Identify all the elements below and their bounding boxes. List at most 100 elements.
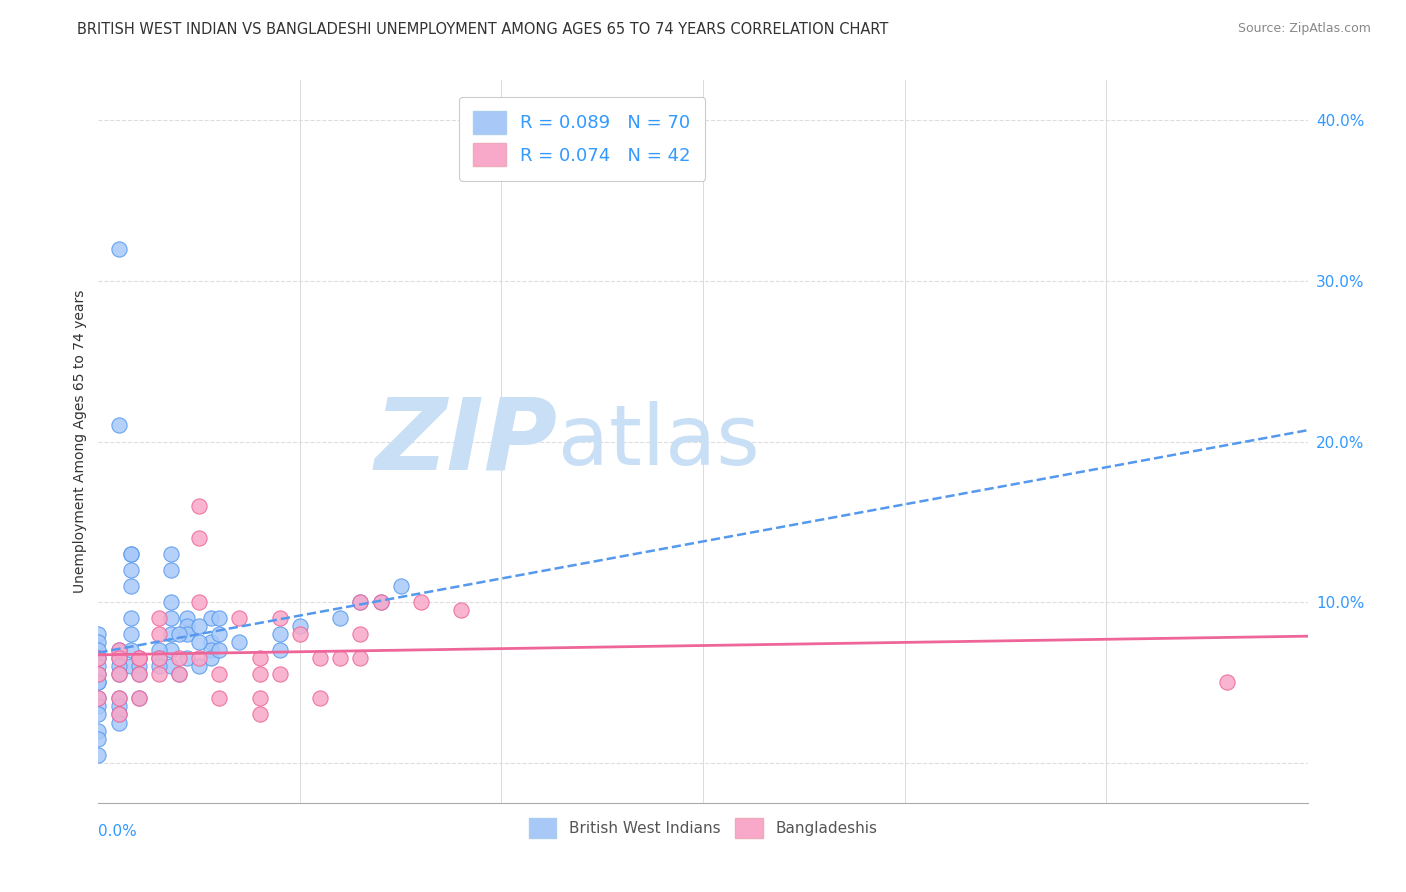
Point — [200, 643, 222, 657]
Point — [148, 643, 170, 657]
Point — [120, 547, 142, 561]
Point — [309, 691, 332, 706]
Point — [87, 691, 110, 706]
Point — [288, 627, 311, 641]
Point — [148, 651, 170, 665]
Point — [329, 611, 352, 625]
Point — [120, 643, 142, 657]
Point — [128, 651, 150, 665]
Point — [87, 627, 110, 641]
Point — [128, 651, 150, 665]
Point — [450, 603, 472, 617]
Point — [160, 627, 183, 641]
Point — [87, 643, 110, 657]
Point — [160, 547, 183, 561]
Point — [107, 691, 129, 706]
Point — [87, 675, 110, 690]
Point — [148, 667, 170, 681]
Point — [349, 595, 371, 609]
Point — [269, 611, 291, 625]
Point — [128, 651, 150, 665]
Point — [87, 691, 110, 706]
Point — [188, 651, 211, 665]
Point — [87, 651, 110, 665]
Point — [87, 659, 110, 673]
Point — [148, 611, 170, 625]
Point — [107, 659, 129, 673]
Point — [87, 675, 110, 690]
Point — [87, 635, 110, 649]
Point — [188, 595, 211, 609]
Point — [120, 579, 142, 593]
Point — [208, 667, 231, 681]
Point — [107, 242, 129, 256]
Point — [107, 707, 129, 722]
Point — [288, 619, 311, 633]
Point — [107, 667, 129, 681]
Point — [87, 747, 110, 762]
Point — [120, 627, 142, 641]
Point — [249, 667, 271, 681]
Point — [188, 499, 211, 513]
Point — [249, 651, 271, 665]
Point — [160, 659, 183, 673]
Point — [188, 635, 211, 649]
Text: ZIP: ZIP — [375, 393, 558, 490]
Point — [208, 611, 231, 625]
Point — [188, 659, 211, 673]
Point — [409, 595, 432, 609]
Point — [176, 651, 198, 665]
Text: 0.0%: 0.0% — [98, 824, 138, 839]
Point — [107, 699, 129, 714]
Point — [148, 651, 170, 665]
Point — [200, 651, 222, 665]
Point — [128, 691, 150, 706]
Point — [188, 619, 211, 633]
Point — [87, 667, 110, 681]
Point — [349, 627, 371, 641]
Point — [107, 651, 129, 665]
Point — [370, 595, 392, 609]
Point — [107, 643, 129, 657]
Point — [107, 707, 129, 722]
Point — [107, 651, 129, 665]
Text: atlas: atlas — [558, 401, 759, 482]
Legend: British West Indians, Bangladeshis: British West Indians, Bangladeshis — [522, 811, 884, 846]
Point — [208, 627, 231, 641]
Point — [128, 691, 150, 706]
Point — [176, 619, 198, 633]
Point — [87, 707, 110, 722]
Point — [87, 723, 110, 738]
Point — [167, 667, 190, 681]
Point — [160, 611, 183, 625]
Point — [128, 667, 150, 681]
Point — [167, 651, 190, 665]
Point — [269, 667, 291, 681]
Point — [120, 659, 142, 673]
Text: Source: ZipAtlas.com: Source: ZipAtlas.com — [1237, 22, 1371, 36]
Point — [389, 579, 412, 593]
Point — [208, 691, 231, 706]
Point — [269, 643, 291, 657]
Text: BRITISH WEST INDIAN VS BANGLADESHI UNEMPLOYMENT AMONG AGES 65 TO 74 YEARS CORREL: BRITISH WEST INDIAN VS BANGLADESHI UNEMP… — [77, 22, 889, 37]
Y-axis label: Unemployment Among Ages 65 to 74 years: Unemployment Among Ages 65 to 74 years — [73, 290, 87, 593]
Point — [160, 595, 183, 609]
Point — [148, 659, 170, 673]
Point — [349, 595, 371, 609]
Point — [107, 418, 129, 433]
Point — [249, 707, 271, 722]
Point — [228, 611, 250, 625]
Point — [160, 643, 183, 657]
Point — [120, 611, 142, 625]
Point — [309, 651, 332, 665]
Point — [148, 627, 170, 641]
Point — [349, 651, 371, 665]
Point — [120, 563, 142, 577]
Point — [1216, 675, 1239, 690]
Point — [370, 595, 392, 609]
Point — [167, 667, 190, 681]
Point — [87, 667, 110, 681]
Point — [128, 659, 150, 673]
Point — [87, 651, 110, 665]
Point — [107, 667, 129, 681]
